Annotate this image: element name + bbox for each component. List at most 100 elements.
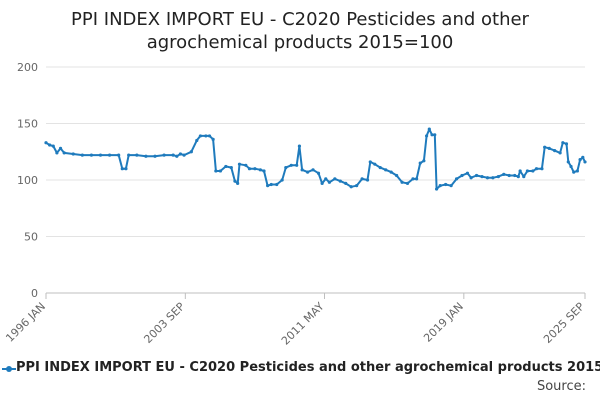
data-point[interactable] [175,155,178,158]
data-point[interactable] [519,169,522,172]
data-point[interactable] [328,181,331,184]
data-point[interactable] [480,175,483,178]
data-point[interactable] [244,164,247,167]
data-point[interactable] [117,154,120,157]
data-point[interactable] [259,168,262,171]
data-point[interactable] [531,169,534,172]
legend[interactable]: PPI INDEX IMPORT EU - C2020 Pesticides a… [0,360,600,380]
data-point[interactable] [262,169,265,172]
data-point[interactable] [430,133,433,136]
data-point[interactable] [172,154,175,157]
data-point[interactable] [266,184,269,187]
data-point[interactable] [422,159,425,162]
data-point[interactable] [583,160,586,163]
data-point[interactable] [48,143,51,146]
data-point[interactable] [350,185,353,188]
data-point[interactable] [497,175,500,178]
data-point[interactable] [400,181,403,184]
data-point[interactable] [425,134,428,137]
data-point[interactable] [526,169,529,172]
data-point[interactable] [439,184,442,187]
data-point[interactable] [491,176,494,179]
data-point[interactable] [124,167,127,170]
data-point[interactable] [466,172,469,175]
data-point[interactable] [281,178,284,181]
data-point[interactable] [411,177,414,180]
data-point[interactable] [214,169,217,172]
data-point[interactable] [581,156,584,159]
data-point[interactable] [219,169,222,172]
data-point[interactable] [435,187,438,190]
data-point[interactable] [208,134,211,137]
data-point[interactable] [469,176,472,179]
data-point[interactable] [179,152,182,155]
data-point[interactable] [127,154,130,157]
data-point[interactable] [162,154,165,157]
data-point[interactable] [121,167,124,170]
data-point[interactable] [321,182,324,185]
data-point[interactable] [199,134,202,137]
data-point[interactable] [460,174,463,177]
data-point[interactable] [306,170,309,173]
data-point[interactable] [428,128,431,131]
data-point[interactable] [52,145,55,148]
data-point[interactable] [248,167,251,170]
data-point[interactable] [508,174,511,177]
data-point[interactable] [144,155,147,158]
data-point[interactable] [275,183,278,186]
data-point[interactable] [419,161,422,164]
data-point[interactable] [559,151,562,154]
data-point[interactable] [543,146,546,149]
data-point[interactable] [108,154,111,157]
data-point[interactable] [135,154,138,157]
data-point[interactable] [433,133,436,136]
data-point[interactable] [415,177,418,180]
data-point[interactable] [578,158,581,161]
data-point[interactable] [548,147,551,150]
data-point[interactable] [324,177,327,180]
data-point[interactable] [366,178,369,181]
data-point[interactable] [317,172,320,175]
data-point[interactable] [572,170,575,173]
data-point[interactable] [513,174,516,177]
data-point[interactable] [576,169,579,172]
data-point[interactable] [486,176,489,179]
data-point[interactable] [284,166,287,169]
data-point[interactable] [561,141,564,144]
data-point[interactable] [390,170,393,173]
data-point[interactable] [90,154,93,157]
data-point[interactable] [344,182,347,185]
data-point[interactable] [44,141,47,144]
data-point[interactable] [553,149,556,152]
data-point[interactable] [395,174,398,177]
data-point[interactable] [301,168,304,171]
data-point[interactable] [450,184,453,187]
data-point[interactable] [59,147,62,150]
data-point[interactable] [360,177,363,180]
data-point[interactable] [384,168,387,171]
data-point[interactable] [517,175,520,178]
data-point[interactable] [195,139,198,142]
data-point[interactable] [236,182,239,185]
data-point[interactable] [444,183,447,186]
data-point[interactable] [298,145,301,148]
data-point[interactable] [535,167,538,170]
data-point[interactable] [153,155,156,158]
data-point[interactable] [406,182,409,185]
data-point[interactable] [379,166,382,169]
data-point[interactable] [190,150,193,153]
data-point[interactable] [565,142,568,145]
data-point[interactable] [270,183,273,186]
data-point[interactable] [182,154,185,157]
data-point[interactable] [522,175,525,178]
data-point[interactable] [295,164,298,167]
data-point[interactable] [224,165,227,168]
data-point[interactable] [204,134,207,137]
data-point[interactable] [230,166,233,169]
data-point[interactable] [72,152,75,155]
data-point[interactable] [81,154,84,157]
data-point[interactable] [475,174,478,177]
data-point[interactable] [99,154,102,157]
data-point[interactable] [502,173,505,176]
data-point[interactable] [290,164,293,167]
